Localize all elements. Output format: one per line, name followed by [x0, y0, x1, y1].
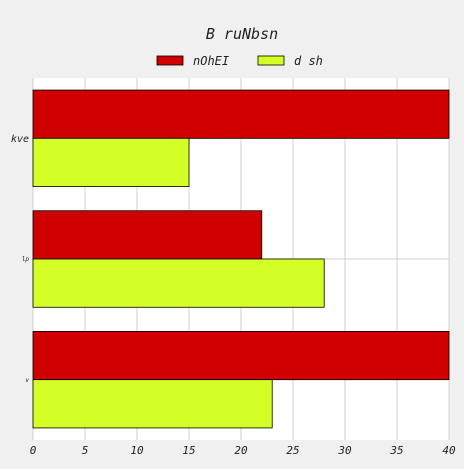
bars — [32, 89, 450, 429]
x-axis-ticks: 0 5 10 15 20 25 30 35 40 — [30, 444, 456, 457]
y-axis-ticks: kve lp v — [11, 134, 29, 384]
bar-series-1 — [32, 210, 263, 260]
y-tick-label: v — [25, 377, 29, 384]
chart-title: B ruNbsn — [206, 25, 278, 43]
bar-series-1 — [32, 330, 450, 381]
x-tick-label: 15 — [182, 444, 195, 457]
y-tick-label: lp — [22, 256, 30, 263]
x-tick-label: 25 — [286, 444, 299, 457]
x-tick-label: 5 — [82, 444, 89, 457]
x-tick-label: 40 — [442, 444, 456, 457]
bar-series-2 — [32, 379, 273, 429]
bar-series-2 — [32, 137, 190, 187]
legend-swatch — [156, 55, 184, 66]
bar-series-1 — [32, 89, 450, 139]
legend-label: d sh — [294, 54, 323, 68]
x-tick-label: 30 — [337, 444, 352, 457]
legend-swatch — [257, 55, 285, 66]
y-tick-label: kve — [11, 134, 29, 145]
x-tick-label: 35 — [389, 444, 403, 457]
x-tick-label: 20 — [234, 444, 248, 457]
x-tick-label: 10 — [130, 444, 144, 457]
legend-label: nOhEI — [193, 54, 229, 68]
x-tick-label: 0 — [30, 444, 37, 457]
legend: nOhEI d sh — [156, 54, 323, 68]
bar-series-2 — [32, 258, 325, 308]
